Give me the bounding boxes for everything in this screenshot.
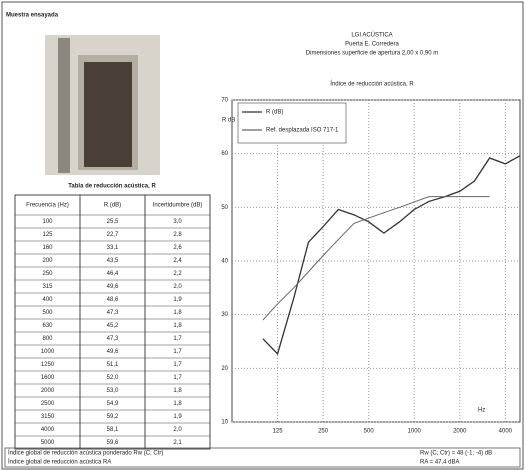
footer-result: RA = 47,4 dBA: [420, 460, 460, 466]
footer-line: Índice global de reducción acústica pond…: [8, 450, 163, 457]
x-tick-label: 2000: [453, 429, 467, 435]
footer-result: Rw (C; Ctr) = 48 (-1; -4) dB: [420, 451, 492, 457]
y-tick-label: 40: [221, 259, 228, 265]
table-cell: 49,6: [107, 284, 119, 290]
table-cell: 25,5: [107, 219, 119, 225]
legend-label: R (dB): [266, 110, 283, 116]
table-header: R (dB): [104, 203, 121, 209]
table-cell: 1,7: [173, 349, 182, 355]
table-title: Tabla de reducción acústica, R: [68, 184, 156, 190]
page: Muestra ensayada LGI ACÚSTICA Puerta E. …: [0, 0, 525, 471]
table-cell: 46,4: [107, 271, 119, 277]
y-tick-label: 60: [221, 151, 228, 157]
table-cell: 52,0: [107, 375, 119, 381]
table-cell: 315: [42, 284, 53, 290]
table-cell: 2,6: [173, 245, 182, 251]
table-cell: 47,3: [107, 310, 119, 316]
table-cell: 22,7: [107, 232, 119, 238]
table-cell: 125: [42, 232, 53, 238]
table-cell: 400: [42, 297, 53, 303]
x-tick-label: 250: [318, 429, 329, 435]
table-cell: 53,0: [107, 388, 119, 394]
table-cell: 33,1: [107, 245, 119, 251]
table-cell: 1,9: [173, 297, 182, 303]
table-cell: 500: [42, 310, 53, 316]
x-tick-label: 1000: [408, 429, 422, 435]
x-tick-label: 4000: [499, 429, 513, 435]
table-cell: 1,8: [173, 310, 182, 316]
table-cell: 2000: [41, 388, 55, 394]
table-header: Frecuencia (Hz): [26, 203, 69, 209]
footer-line: Índice global de reducción acústica RA: [8, 459, 111, 466]
x-axis-label: Hz: [478, 408, 485, 414]
table-cell: 54,9: [107, 401, 119, 407]
table-cell: 1600: [41, 375, 55, 381]
table-cell: 100: [42, 219, 53, 225]
table-cell: 48,6: [107, 297, 119, 303]
table-cell: 47,3: [107, 336, 119, 342]
table-cell: 2,1: [173, 440, 182, 446]
table-cell: 2500: [41, 401, 55, 407]
y-axis-label: R dB: [222, 118, 235, 124]
table-cell: 1,7: [173, 336, 182, 342]
y-tick-label: 30: [221, 312, 228, 318]
table-cell: 2,4: [173, 258, 182, 264]
x-tick-label: 125: [273, 429, 284, 435]
sample-name: Puerta E. Corredera: [345, 42, 399, 48]
legend-label: Ref. desplazada ISO 717-1: [266, 128, 339, 134]
table-cell: 5000: [41, 440, 55, 446]
table-cell: 200: [42, 258, 53, 264]
lab-name: LGI ACÚSTICA: [351, 32, 392, 39]
table-cell: 1,7: [173, 362, 182, 368]
table-cell: 51,1: [107, 362, 119, 368]
table-cell: 1000: [41, 349, 55, 355]
table-cell: 2,0: [173, 284, 182, 290]
y-tick-label: 10: [221, 420, 228, 426]
table-cell: 58,1: [107, 427, 119, 433]
chart-title: Índice de reducción acústica, R: [330, 81, 414, 88]
table-cell: 160: [42, 245, 53, 251]
legend-box: [238, 103, 346, 143]
table-cell: 49,6: [107, 349, 119, 355]
table-cell: 59,2: [107, 414, 119, 420]
table-cell: 1,8: [173, 388, 182, 394]
table-cell: 3,0: [173, 219, 182, 225]
sample-dimensions: Dimensiones superficie de apertura 2,00 …: [306, 51, 438, 57]
table-cell: 800: [42, 336, 53, 342]
table-cell: 2,8: [173, 232, 182, 238]
photo: [45, 35, 160, 175]
table-cell: 59,6: [107, 440, 119, 446]
table-cell: 1,7: [173, 375, 182, 381]
table-cell: 4000: [41, 427, 55, 433]
table-cell: 3150: [41, 414, 55, 420]
y-tick-label: 20: [221, 366, 228, 372]
table-cell: 1,9: [173, 414, 182, 420]
table-cell: 2,2: [173, 271, 182, 277]
table-cell: 250: [42, 271, 53, 277]
x-tick-label: 500: [364, 429, 375, 435]
y-tick-label: 70: [221, 98, 228, 104]
table-cell: 45,2: [107, 323, 119, 329]
table-cell: 43,5: [107, 258, 119, 264]
table-cell: 1,8: [173, 323, 182, 329]
y-tick-label: 50: [221, 205, 228, 211]
table-cell: 1250: [41, 362, 55, 368]
table-header: Incertidumbre (dB): [153, 203, 203, 209]
sample-label: Muestra ensayada: [6, 13, 59, 19]
table-cell: 630: [42, 323, 53, 329]
table-cell: 1,8: [173, 401, 182, 407]
table-cell: 2,0: [173, 427, 182, 433]
